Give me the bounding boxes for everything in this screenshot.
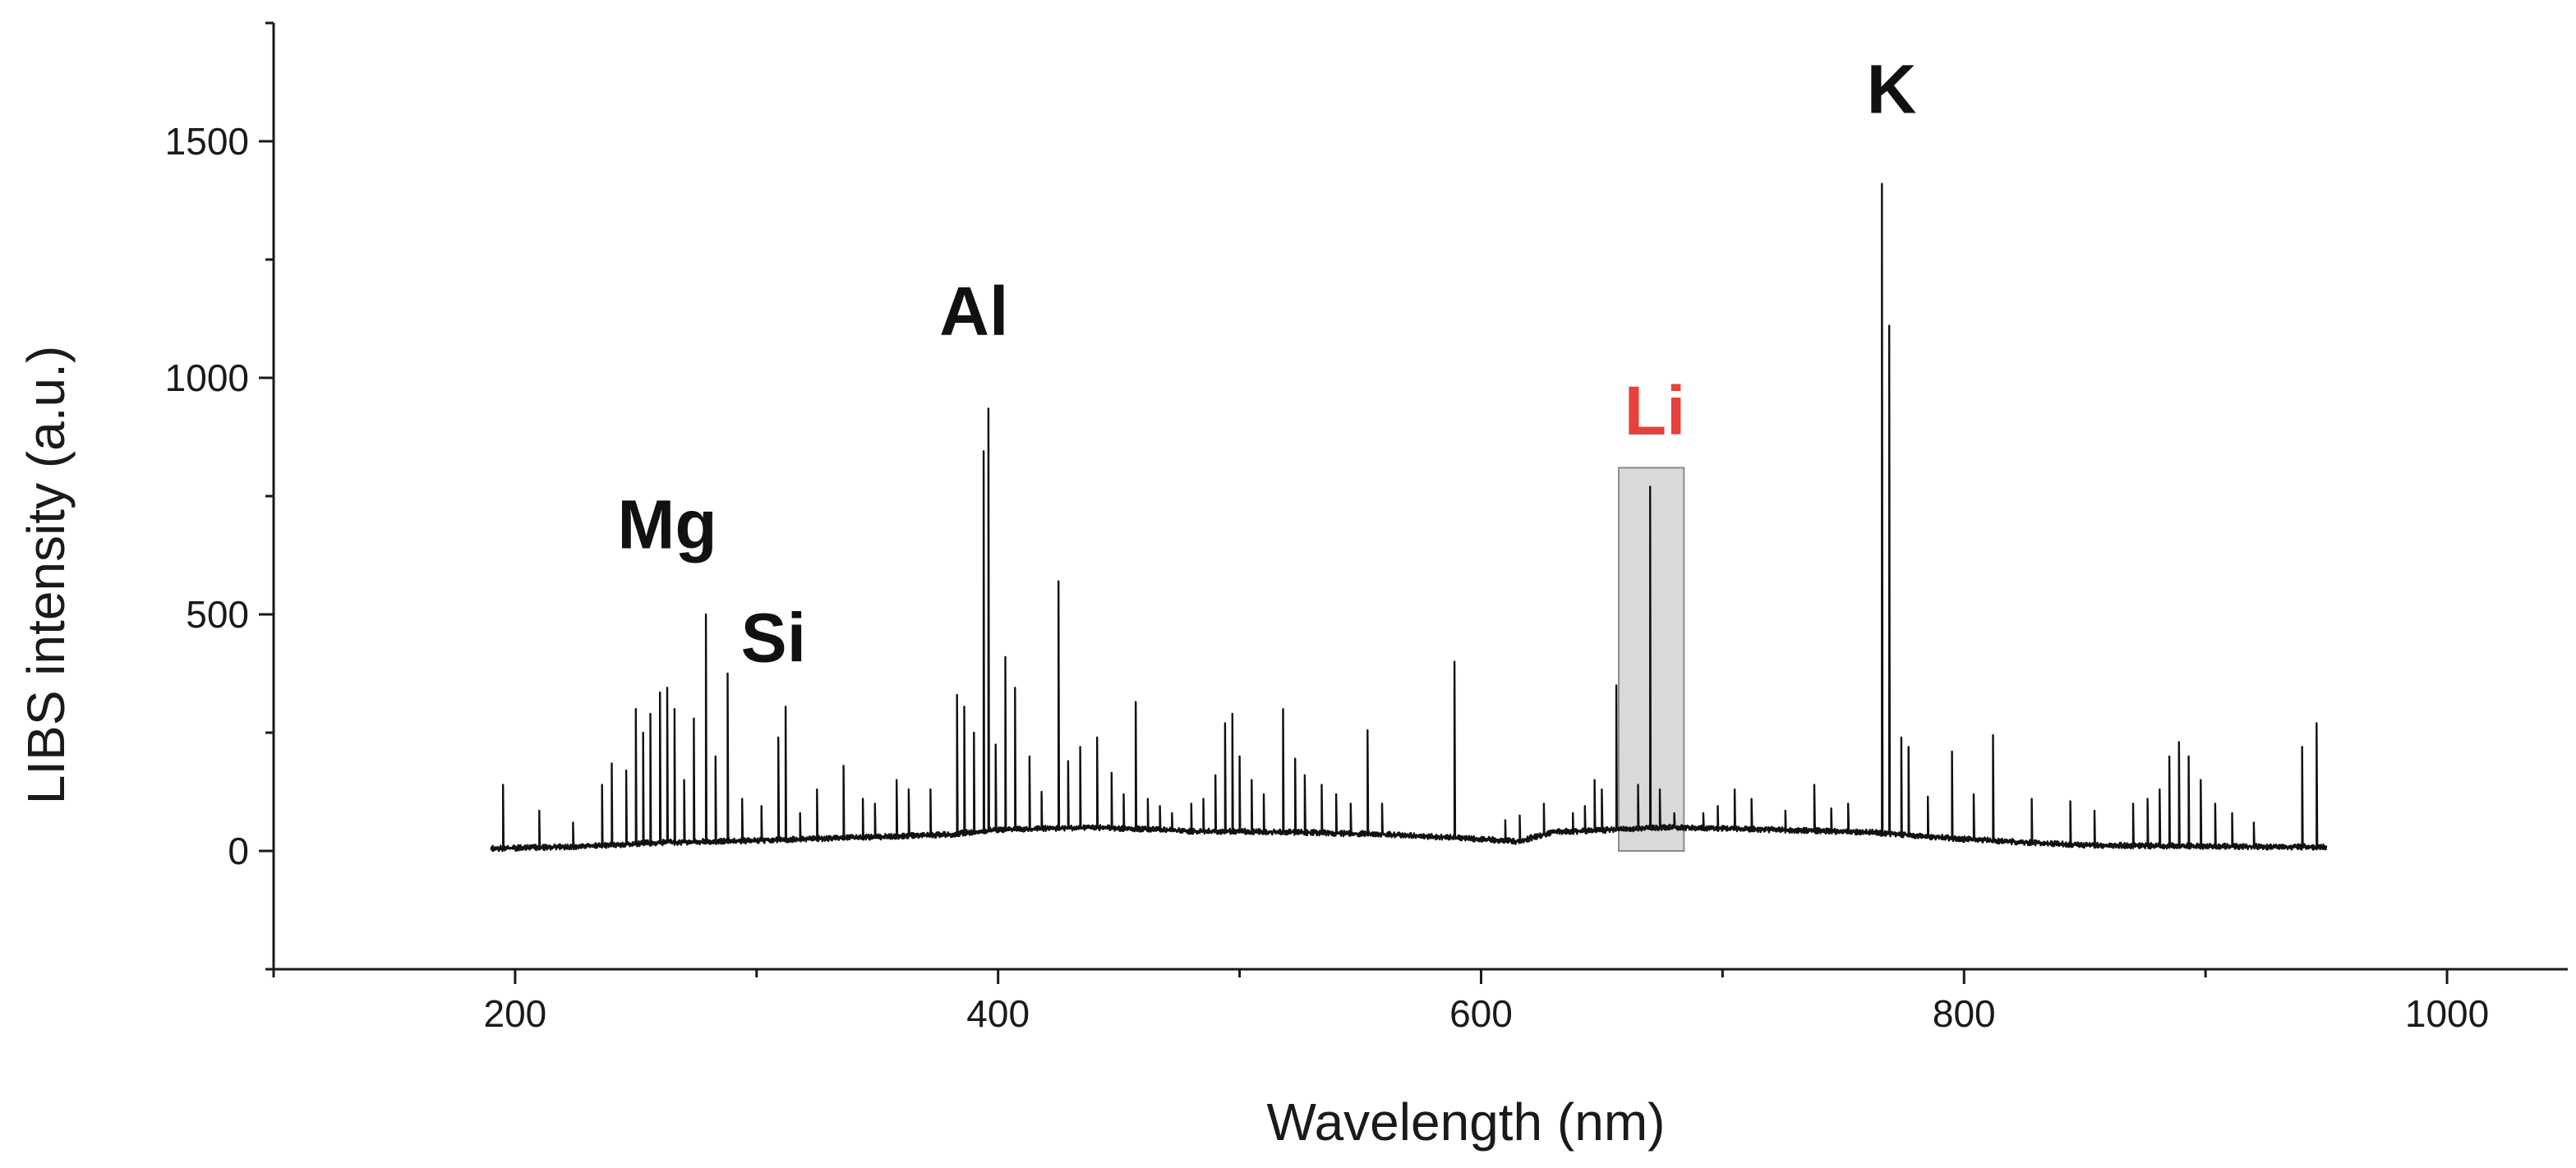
x-tick-label: 600 [1449,992,1513,1035]
y-tick-label: 1500 [165,120,249,163]
x-tick-label: 200 [484,992,547,1035]
axes: 200 400 600 800 1000 0 500 1000 1500 [165,21,2568,1035]
y-axis-title: LIBS intensity (a.u.) [16,346,76,804]
plot-area: Mg Si Al Li K [490,50,2328,853]
element-label-al: Al [939,273,1008,350]
y-tick-label: 500 [186,593,249,636]
spectrum-line [490,182,2328,853]
x-tick-label: 400 [966,992,1030,1035]
y-tick-label: 1000 [165,356,249,399]
x-tick-label: 800 [1933,992,1996,1035]
x-tick-label: 1000 [2405,992,2489,1035]
x-axis-title: Wavelength (nm) [1267,1092,1666,1152]
element-label-mg: Mg [617,485,717,563]
element-label-k: K [1867,50,1917,127]
element-label-si: Si [741,600,806,677]
element-label-li: Li [1624,372,1686,449]
y-tick-label: 0 [228,830,249,872]
